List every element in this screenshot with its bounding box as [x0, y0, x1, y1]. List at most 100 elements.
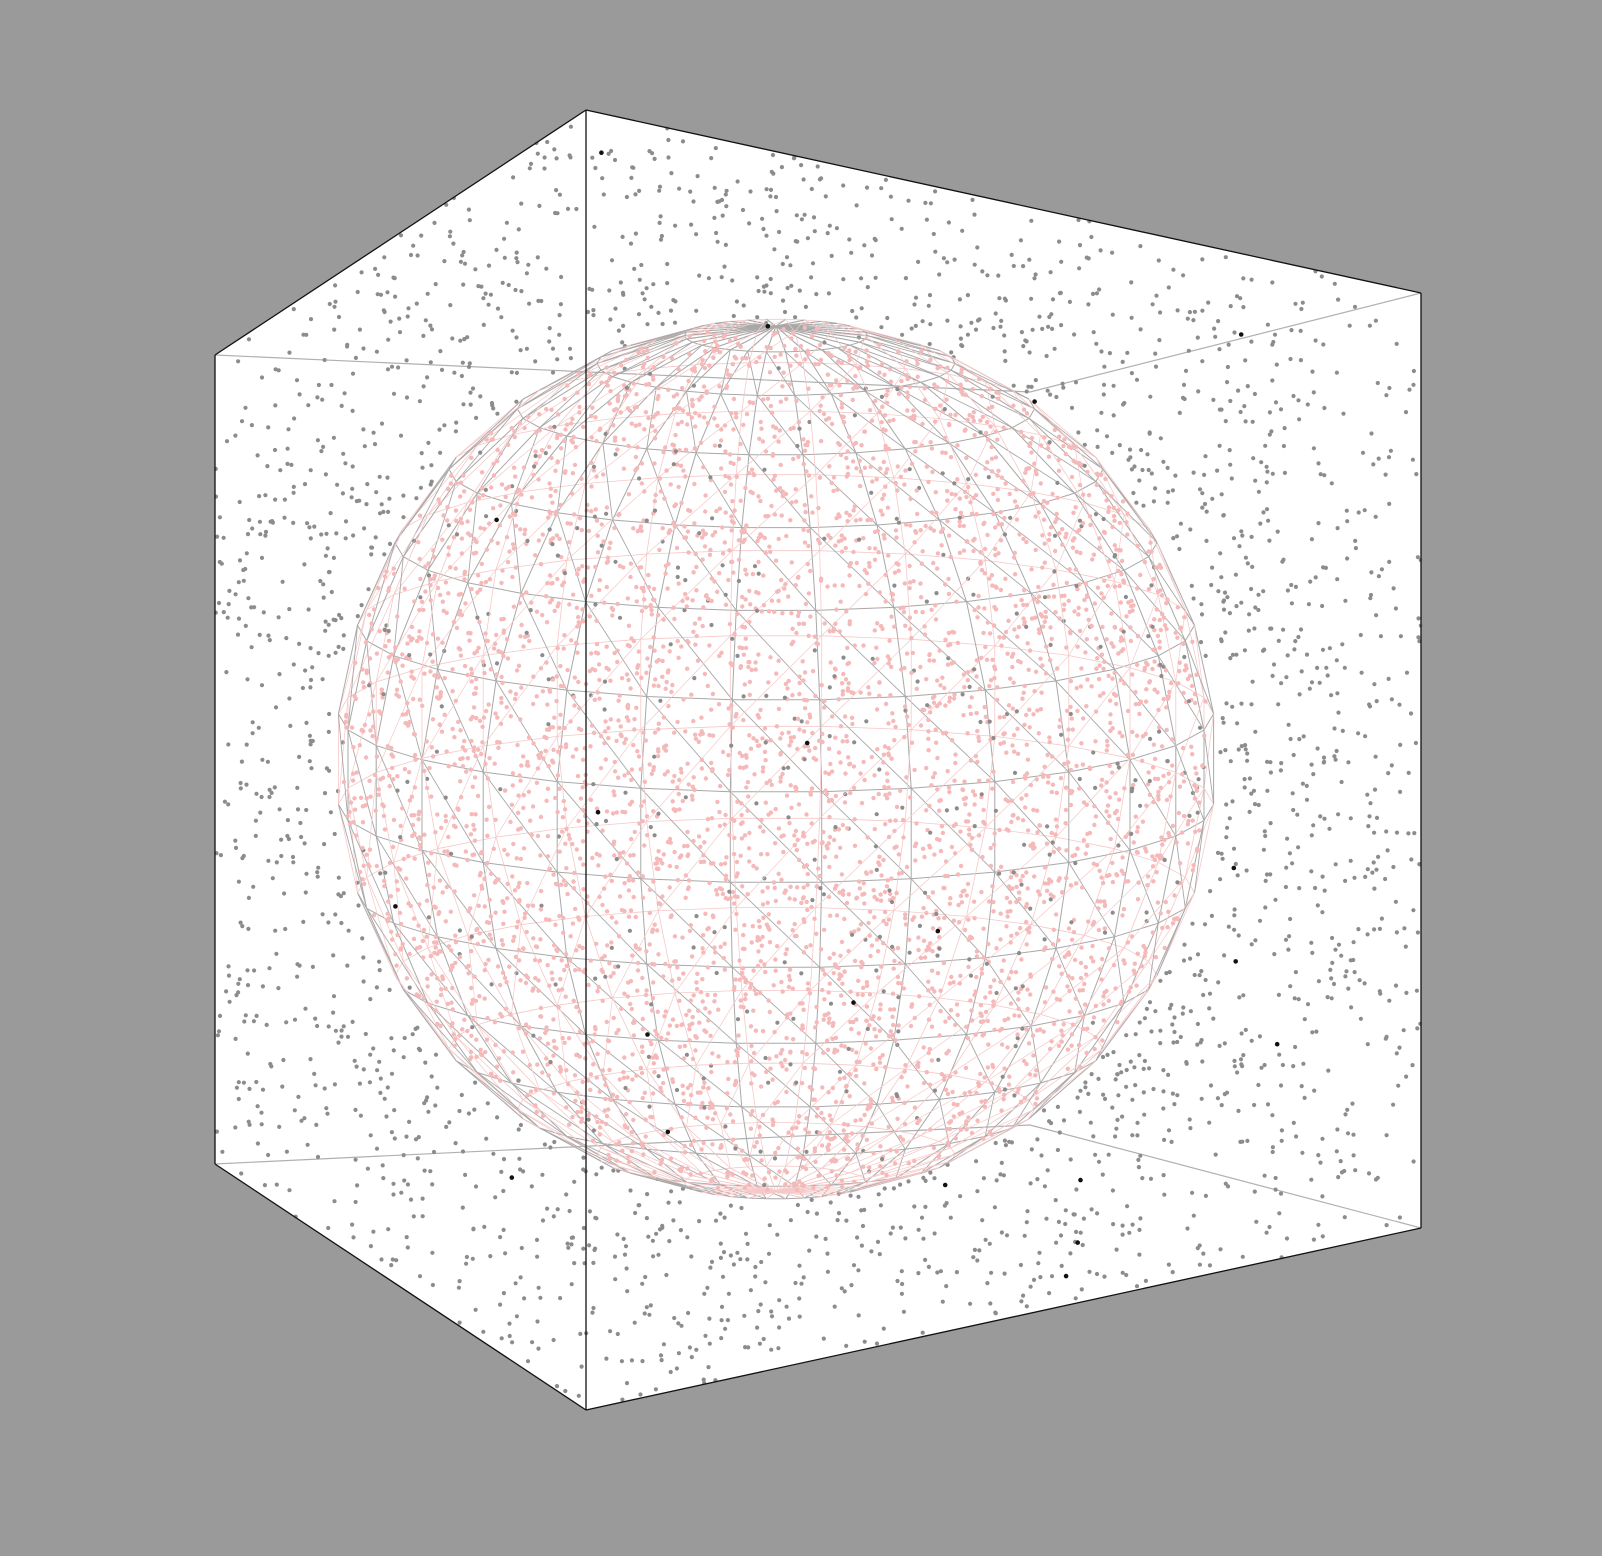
outside-point — [239, 1171, 244, 1176]
inside-point — [746, 471, 752, 476]
outside-point — [339, 1028, 344, 1033]
outside-point — [1040, 326, 1045, 331]
inside-point — [848, 790, 853, 796]
inside-point — [947, 1074, 953, 1079]
inside-point — [822, 1013, 827, 1018]
inside-point — [1068, 704, 1073, 710]
outside-point — [247, 517, 252, 523]
sphere-longitude-segment — [393, 570, 429, 656]
inside-point — [426, 561, 431, 566]
outside-point — [1320, 603, 1325, 609]
outside-point — [306, 607, 311, 612]
sphere-longitude-segment — [865, 1160, 952, 1187]
outside-point — [1320, 647, 1326, 652]
sphere-longitude-segment — [517, 363, 598, 410]
outside-point — [1265, 1102, 1271, 1107]
outside-point — [916, 1227, 921, 1232]
inside-point — [606, 1152, 611, 1158]
sphere-diagonal-segment — [893, 1040, 940, 1100]
inside-point — [967, 812, 972, 817]
inside-point — [894, 535, 899, 540]
inside-point — [465, 857, 470, 863]
outside-point — [274, 951, 279, 956]
outside-point — [1356, 510, 1361, 515]
sphere-diagonal-segment — [646, 448, 676, 526]
sphere-diagonal-segment — [720, 1123, 731, 1169]
outside-point — [1346, 986, 1351, 991]
outside-point — [1084, 255, 1089, 260]
outside-point — [276, 368, 281, 373]
inside-point — [527, 638, 532, 644]
outside-point — [1189, 583, 1194, 589]
inside-point — [608, 872, 613, 877]
outside-point — [298, 820, 303, 826]
outside-point — [1207, 1263, 1212, 1268]
outside-point — [486, 263, 492, 268]
inside-point — [753, 1028, 759, 1033]
outside-point — [1245, 751, 1250, 756]
outside-point — [1037, 314, 1042, 319]
outside-point — [1144, 1006, 1149, 1012]
inside-point — [1056, 457, 1062, 463]
sphere-diagonal-segment — [1028, 418, 1104, 470]
outside-point — [1371, 860, 1376, 865]
inside-point — [626, 492, 632, 497]
outside-point — [957, 297, 963, 302]
inside-point — [796, 1120, 801, 1125]
sphere-latitude-segment — [747, 1197, 767, 1200]
outside-point — [809, 1197, 814, 1202]
outside-point — [356, 903, 361, 908]
outside-point — [499, 315, 504, 320]
sphere-longitude-segment — [455, 1036, 524, 1100]
outside-point — [618, 280, 623, 285]
inside-point — [400, 712, 405, 717]
inside-point — [545, 702, 550, 707]
sphere-longitude-segment — [684, 325, 777, 337]
outside-point — [1386, 771, 1391, 776]
inside-point — [611, 423, 616, 428]
outside-point — [258, 810, 263, 815]
outside-point — [402, 1178, 407, 1183]
outside-point — [1252, 1102, 1257, 1108]
sphere-latitude-segment — [893, 601, 967, 608]
outside-point — [842, 1289, 847, 1294]
outside-point — [1236, 747, 1241, 752]
sphere-longitude-segment — [948, 1004, 996, 1076]
sphere-diagonal-segment — [482, 771, 558, 873]
outside-point — [1406, 831, 1411, 836]
sphere-longitude-segment — [1028, 1060, 1097, 1120]
outside-point — [535, 255, 540, 260]
outside-point — [387, 987, 392, 993]
outside-point — [691, 945, 696, 950]
outside-point — [405, 779, 410, 785]
outside-point — [336, 644, 341, 650]
inside-point — [622, 991, 627, 996]
outside-point — [1209, 582, 1214, 588]
inside-point — [842, 345, 847, 350]
outside-point — [350, 371, 356, 376]
outside-point — [343, 519, 349, 524]
sphere-latitude-segment — [1203, 787, 1214, 805]
sphere-latitude-segment — [804, 319, 822, 322]
sphere-longitude-segment — [585, 418, 613, 484]
outside-point — [245, 532, 251, 537]
outside-point — [389, 1036, 394, 1041]
outside-point — [1259, 460, 1264, 465]
inside-point — [850, 397, 855, 403]
inside-point — [1120, 913, 1125, 918]
sphere-latitude-segment — [640, 787, 731, 793]
outside-point — [587, 286, 592, 291]
outside-point — [1236, 933, 1241, 938]
sphere-diagonal-segment — [1040, 503, 1125, 571]
inside-point — [734, 859, 740, 865]
outside-point — [556, 834, 562, 839]
inside-point — [764, 780, 769, 786]
inside-point — [553, 922, 558, 927]
inside-point — [881, 532, 886, 538]
inside-point — [1040, 565, 1045, 570]
outside-point — [1335, 526, 1340, 531]
outside-point — [1117, 443, 1122, 448]
outside-point — [374, 985, 379, 990]
